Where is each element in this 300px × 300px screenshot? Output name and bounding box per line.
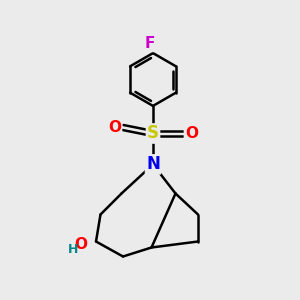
Text: O: O	[185, 126, 198, 141]
Text: O: O	[74, 237, 88, 252]
Text: N: N	[146, 155, 160, 173]
Text: O: O	[108, 120, 121, 135]
Text: H: H	[68, 243, 78, 256]
Text: S: S	[147, 124, 159, 142]
Text: F: F	[145, 36, 155, 51]
